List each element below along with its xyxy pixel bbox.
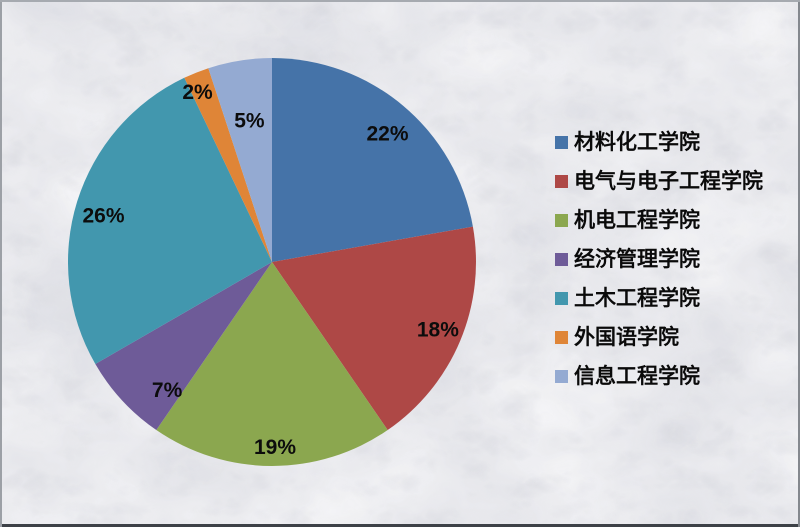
- pie-slice-3: [156, 262, 388, 466]
- pie-slice-1: [272, 58, 473, 262]
- legend-item: 电气与电子工程学院: [555, 171, 763, 192]
- legend-label: 土木工程学院: [574, 287, 700, 310]
- legend-item: 信息工程学院: [555, 366, 763, 387]
- slice-percent-label: 18%: [417, 319, 459, 342]
- slice-percent-label: 19%: [254, 436, 296, 459]
- legend-swatch-icon: [555, 370, 568, 383]
- legend-label: 材料化工学院: [574, 131, 700, 154]
- chart-legend: 材料化工学院 电气与电子工程学院 机电工程学院 经济管理学院 土木工程学院 外国…: [555, 132, 763, 405]
- pie-slice-2: [272, 226, 476, 431]
- legend-label: 经济管理学院: [574, 248, 700, 271]
- legend-label: 机电工程学院: [574, 209, 700, 232]
- pie-slice-7: [208, 58, 272, 262]
- legend-item: 机电工程学院: [555, 210, 763, 231]
- pie-slice-4: [95, 262, 272, 431]
- slice-percent-label: 22%: [366, 123, 408, 146]
- legend-item: 材料化工学院: [555, 132, 763, 153]
- slice-percent-label: 5%: [234, 110, 265, 133]
- legend-label: 信息工程学院: [574, 365, 700, 388]
- legend-swatch-icon: [555, 136, 568, 149]
- legend-label: 电气与电子工程学院: [574, 170, 763, 193]
- legend-item: 外国语学院: [555, 327, 763, 348]
- slice-percent-label: 26%: [82, 204, 124, 227]
- slice-percent-label: 2%: [182, 81, 213, 104]
- pie-slice-5: [67, 77, 272, 365]
- legend-item: 经济管理学院: [555, 249, 763, 270]
- pie-slice-6: [184, 68, 272, 262]
- legend-swatch-icon: [555, 175, 568, 188]
- legend-label: 外国语学院: [574, 326, 679, 349]
- legend-item: 土木工程学院: [555, 288, 763, 309]
- legend-swatch-icon: [555, 214, 568, 227]
- legend-swatch-icon: [555, 331, 568, 344]
- legend-swatch-icon: [555, 253, 568, 266]
- legend-swatch-icon: [555, 292, 568, 305]
- slice-percent-label: 7%: [152, 379, 183, 402]
